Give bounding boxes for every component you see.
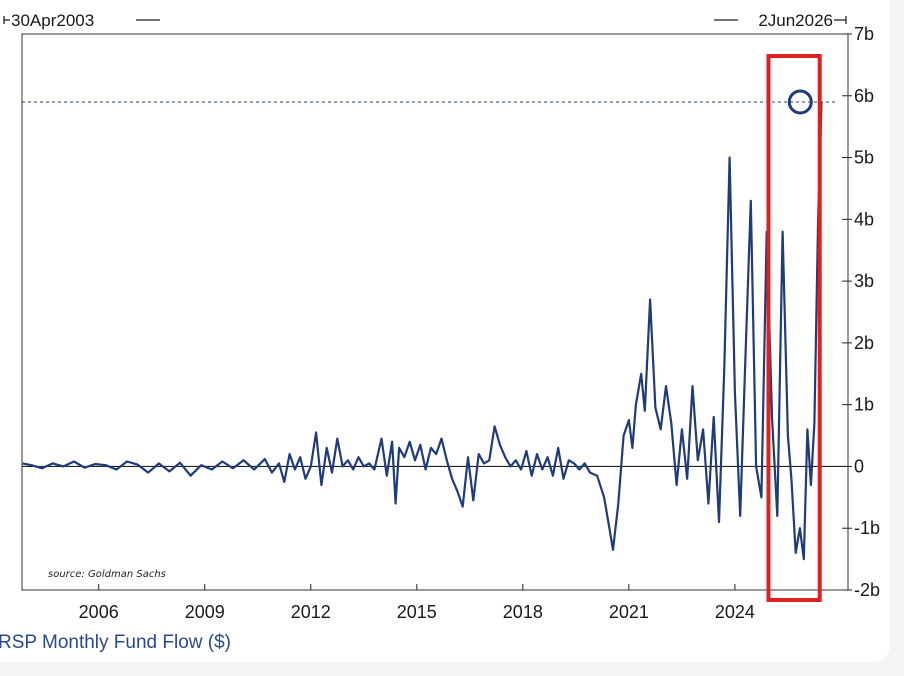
annotation-layer xyxy=(766,54,822,602)
axis-layer: -2b -1b 0 1b 2b 3b 4b 5b 6b 7b 2006 2009 2012 2015 201… xyxy=(79,24,880,622)
range-start-label: 30Apr2003 xyxy=(11,11,94,30)
chart-card: 30Apr2003 2Jun2026 -2b -1b 0 1b 2b 3b 4b 5b 6b 7b… xyxy=(0,0,890,662)
x-tick-label: 2009 xyxy=(185,602,225,622)
x-tick-label: 2018 xyxy=(503,602,543,622)
y-tick-label: -1b xyxy=(854,518,880,538)
y-tick-label: 4b xyxy=(854,209,874,229)
x-tick-label: 2015 xyxy=(397,602,437,622)
y-tick-label: 2b xyxy=(854,333,874,353)
y-tick-label: 3b xyxy=(854,271,874,291)
latest-value-marker xyxy=(787,89,813,115)
highlight-box xyxy=(766,54,822,602)
fund-flow-series-line xyxy=(22,101,823,561)
x-tick-label: 2012 xyxy=(291,602,331,622)
y-tick-label: 6b xyxy=(854,86,874,106)
x-tick-label: 2021 xyxy=(609,602,649,622)
plot-area xyxy=(21,33,849,591)
range-end-label: 2Jun2026 xyxy=(758,11,833,30)
y-tick-label: 7b xyxy=(854,24,874,44)
y-tick-label: 1b xyxy=(854,395,874,415)
y-tick-label: 0 xyxy=(854,456,864,476)
source-note: source: Goldman Sachs xyxy=(48,569,166,580)
x-tick-label: 2024 xyxy=(715,602,755,622)
range-start: 30Apr2003 xyxy=(3,11,160,30)
x-tick-label: 2006 xyxy=(79,602,119,622)
chart-title: RSP Monthly Fund Flow ($) xyxy=(0,632,231,653)
y-tick-label: -2b xyxy=(854,580,880,600)
y-tick-label: 5b xyxy=(854,148,874,168)
range-end: 2Jun2026 xyxy=(714,11,847,30)
series-layer xyxy=(22,101,823,561)
